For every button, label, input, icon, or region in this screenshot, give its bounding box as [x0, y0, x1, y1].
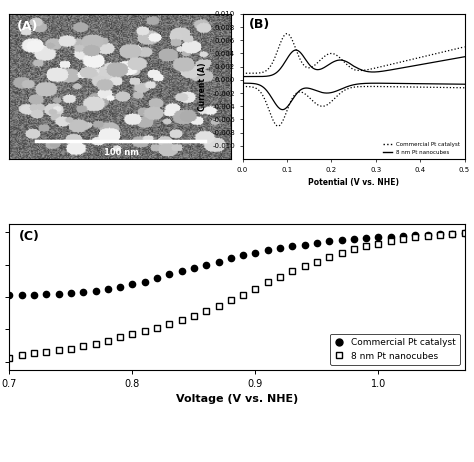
Commercial Pt catalyst: [154, 276, 160, 281]
8 nm Pt nanocubes: [19, 353, 25, 358]
8 nm Pt nanocubes: [154, 325, 160, 330]
Commercial Pt catalyst: [265, 248, 271, 253]
Commercial Pt catalyst: [105, 286, 111, 292]
8 nm Pt nanocubes: [56, 347, 62, 353]
8 nm Pt nanocubes: [277, 274, 283, 280]
8 nm Pt nanocubes: [118, 334, 123, 340]
Commercial Pt catalyst: [437, 231, 443, 237]
Text: (C): (C): [18, 230, 39, 243]
Commercial Pt catalyst: [314, 240, 320, 246]
8 nm Pt nanocubes: [425, 233, 430, 238]
Commercial Pt catalyst: [388, 234, 393, 239]
8 nm Pt nanocubes: [68, 346, 74, 352]
Commercial Pt catalyst: [191, 265, 197, 271]
Commercial Pt catalyst: [68, 290, 74, 296]
Commercial Pt catalyst: [462, 231, 467, 236]
8 nm Pt nanocubes: [44, 349, 49, 355]
8 nm Pt nanocubes: [314, 259, 320, 264]
X-axis label: Voltage (V vs. NHE): Voltage (V vs. NHE): [176, 394, 298, 404]
8 nm Pt nanocubes: [240, 292, 246, 298]
8 nm Pt nanocubes: [31, 351, 37, 356]
8 nm Pt nanocubes: [179, 317, 184, 322]
Line: Commercial Pt catalyst: Commercial Pt catalyst: [6, 230, 468, 298]
8 nm Pt nanocubes: [400, 236, 406, 242]
8 nm Pt nanocubes: [363, 243, 369, 249]
Commercial Pt catalyst: [363, 235, 369, 241]
Text: (B): (B): [249, 18, 271, 31]
8 nm Pt nanocubes: [228, 298, 234, 303]
Commercial Pt catalyst: [240, 252, 246, 258]
8 nm Pt nanocubes: [339, 251, 345, 256]
Commercial Pt catalyst: [179, 268, 184, 274]
Commercial Pt catalyst: [327, 238, 332, 244]
Commercial Pt catalyst: [44, 291, 49, 297]
Commercial Pt catalyst: [81, 289, 86, 295]
Text: 100 nm: 100 nm: [104, 148, 138, 157]
Commercial Pt catalyst: [19, 292, 25, 298]
8 nm Pt nanocubes: [129, 331, 135, 337]
X-axis label: Potential (V vs. NHE): Potential (V vs. NHE): [308, 178, 399, 187]
Commercial Pt catalyst: [412, 232, 418, 237]
Line: 8 nm Pt nanocubes: 8 nm Pt nanocubes: [6, 230, 468, 361]
Commercial Pt catalyst: [31, 292, 37, 298]
8 nm Pt nanocubes: [449, 231, 455, 237]
Commercial Pt catalyst: [166, 272, 172, 277]
8 nm Pt nanocubes: [105, 338, 111, 343]
8 nm Pt nanocubes: [265, 280, 271, 285]
8 nm Pt nanocubes: [375, 241, 381, 247]
Commercial Pt catalyst: [425, 232, 430, 237]
Commercial Pt catalyst: [93, 288, 99, 293]
8 nm Pt nanocubes: [437, 232, 443, 237]
Commercial Pt catalyst: [129, 281, 135, 287]
Commercial Pt catalyst: [253, 250, 258, 255]
Commercial Pt catalyst: [400, 233, 406, 238]
8 nm Pt nanocubes: [351, 247, 356, 252]
Text: (A): (A): [17, 20, 38, 33]
8 nm Pt nanocubes: [462, 231, 467, 236]
Legend: Commercial Pt catalyst, 8 nm Pt nanocubes: Commercial Pt catalyst, 8 nm Pt nanocube…: [330, 334, 460, 365]
Commercial Pt catalyst: [216, 259, 221, 264]
Y-axis label: Current (A): Current (A): [198, 62, 207, 111]
Commercial Pt catalyst: [56, 291, 62, 297]
8 nm Pt nanocubes: [253, 286, 258, 292]
8 nm Pt nanocubes: [412, 235, 418, 240]
Commercial Pt catalyst: [290, 243, 295, 249]
Commercial Pt catalyst: [118, 284, 123, 289]
8 nm Pt nanocubes: [191, 313, 197, 318]
Commercial Pt catalyst: [7, 292, 12, 298]
8 nm Pt nanocubes: [166, 321, 172, 326]
Commercial Pt catalyst: [375, 235, 381, 240]
Commercial Pt catalyst: [228, 255, 234, 261]
8 nm Pt nanocubes: [302, 264, 308, 269]
Commercial Pt catalyst: [277, 245, 283, 250]
Commercial Pt catalyst: [302, 242, 308, 247]
Commercial Pt catalyst: [142, 279, 147, 285]
8 nm Pt nanocubes: [142, 328, 147, 334]
8 nm Pt nanocubes: [81, 343, 86, 349]
8 nm Pt nanocubes: [216, 303, 221, 309]
8 nm Pt nanocubes: [7, 355, 12, 360]
8 nm Pt nanocubes: [327, 255, 332, 260]
Commercial Pt catalyst: [449, 231, 455, 237]
8 nm Pt nanocubes: [203, 308, 209, 314]
Legend: Commercial Pt catalyst, 8 nm Pt nanocubes: Commercial Pt catalyst, 8 nm Pt nanocube…: [382, 140, 462, 156]
Commercial Pt catalyst: [203, 262, 209, 267]
8 nm Pt nanocubes: [388, 238, 393, 243]
Commercial Pt catalyst: [339, 237, 345, 243]
8 nm Pt nanocubes: [93, 341, 99, 346]
Commercial Pt catalyst: [351, 236, 356, 242]
8 nm Pt nanocubes: [290, 268, 295, 274]
